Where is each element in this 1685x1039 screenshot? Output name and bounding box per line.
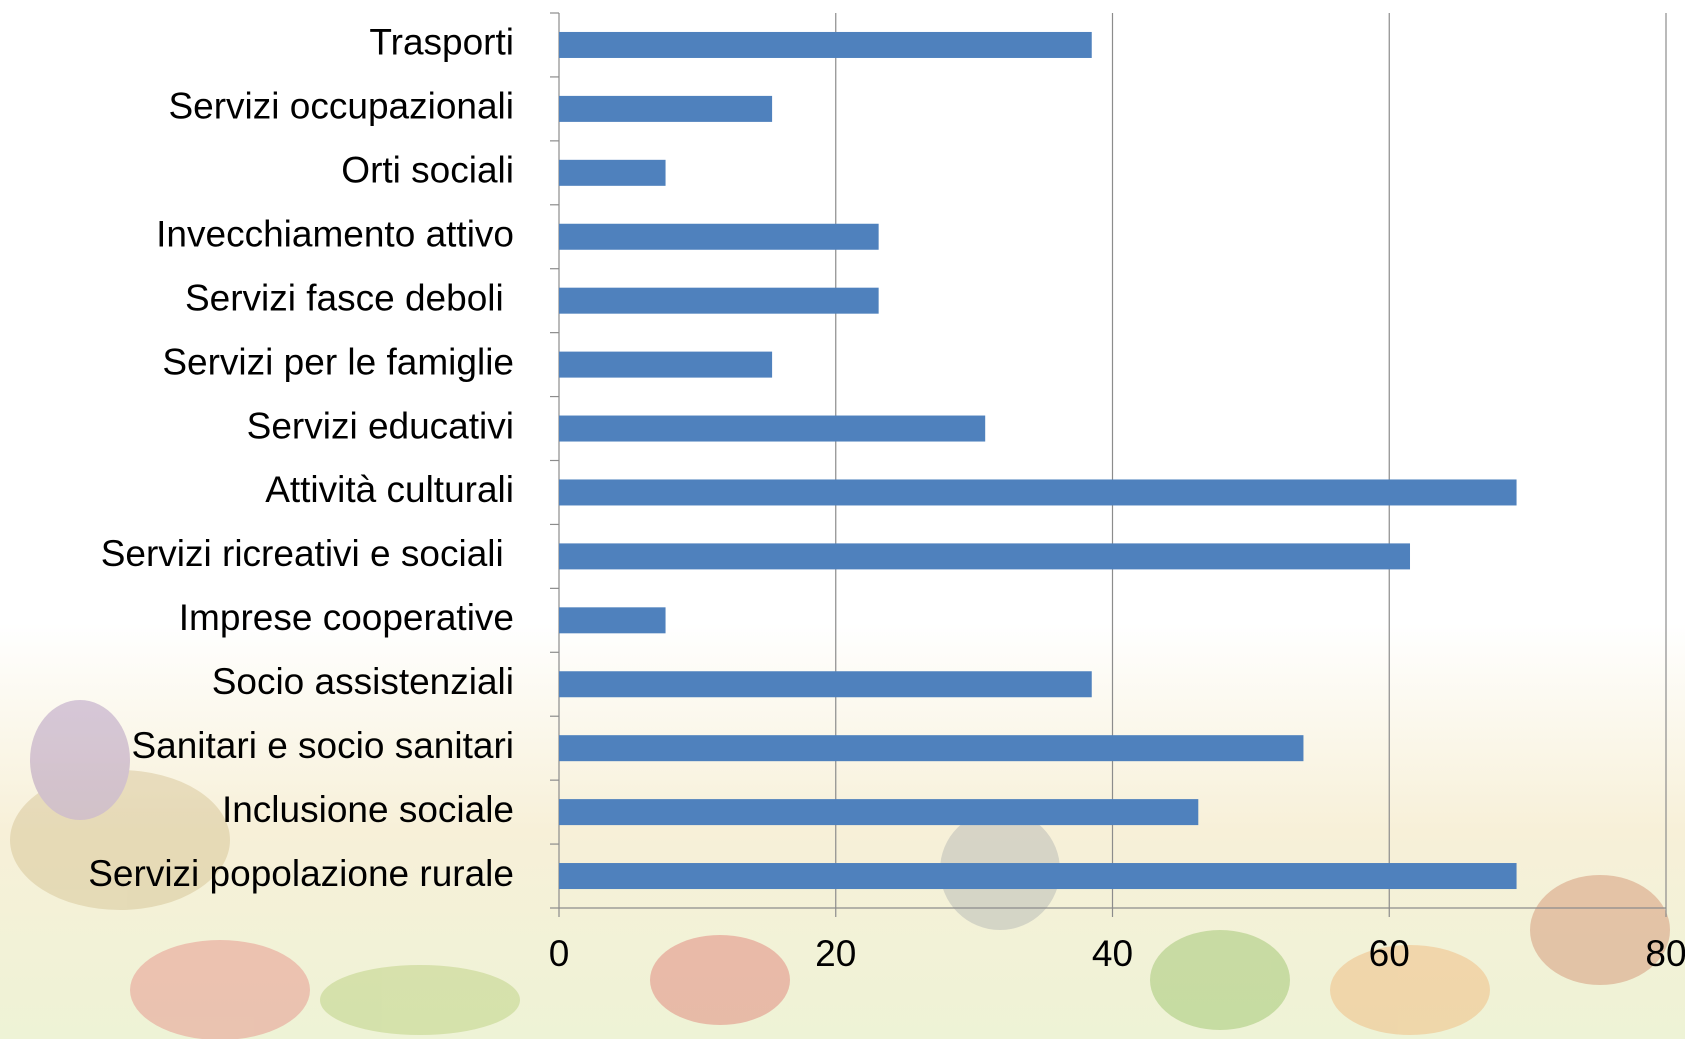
y-tick-label: Sanitari e socio sanitari bbox=[131, 725, 514, 766]
bar bbox=[559, 415, 986, 442]
bar bbox=[559, 95, 773, 122]
bar bbox=[559, 287, 879, 314]
bar bbox=[559, 351, 773, 378]
y-tick-label: Inclusione sociale bbox=[222, 789, 514, 830]
decoration bbox=[10, 700, 1670, 1039]
y-tick-label: Trasporti bbox=[369, 22, 514, 63]
y-tick-label: Servizi occupazionali bbox=[168, 86, 514, 127]
y-tick-label: Servizi popolazione rurale bbox=[88, 853, 514, 894]
bar bbox=[559, 223, 879, 250]
x-tick-label: 0 bbox=[549, 933, 570, 974]
y-tick-label: Servizi fasce deboli bbox=[185, 277, 514, 318]
y-tick-label: Servizi ricreativi e sociali bbox=[101, 533, 514, 574]
x-tick-label: 40 bbox=[1092, 933, 1133, 974]
bar bbox=[559, 31, 1092, 58]
y-tick-label: Socio assistenziali bbox=[212, 661, 514, 702]
y-tick-label: Servizi educativi bbox=[247, 405, 514, 446]
bar bbox=[559, 863, 1517, 890]
y-tick-label: Orti sociali bbox=[341, 150, 514, 191]
bar bbox=[559, 607, 666, 634]
bar bbox=[559, 543, 1411, 570]
bar bbox=[559, 159, 666, 186]
x-tick-label: 80 bbox=[1645, 933, 1685, 974]
y-tick-label: Servizi per le famiglie bbox=[162, 341, 514, 382]
bar bbox=[559, 799, 1199, 826]
y-tick-label: Imprese cooperative bbox=[179, 597, 514, 638]
bar bbox=[559, 671, 1092, 698]
y-tick-label: Attività culturali bbox=[265, 469, 514, 510]
bar bbox=[559, 479, 1517, 506]
bar bbox=[559, 735, 1304, 762]
x-tick-label: 60 bbox=[1369, 933, 1410, 974]
x-tick-label: 20 bbox=[815, 933, 856, 974]
y-tick-label: Invecchiamento attivo bbox=[156, 214, 514, 255]
